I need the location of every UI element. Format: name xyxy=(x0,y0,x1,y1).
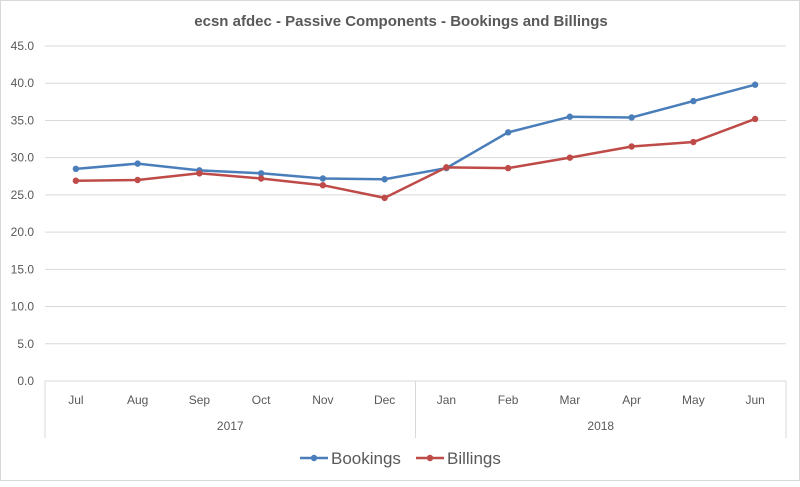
x-tick-label: Jul xyxy=(68,393,83,407)
y-tick-label: 35.0 xyxy=(11,113,35,127)
x-tick-label: Nov xyxy=(312,393,333,407)
series-line-bookings xyxy=(75,83,756,181)
data-point-billings xyxy=(134,176,141,184)
x-tick-label: Jun xyxy=(745,393,764,407)
data-point-billings xyxy=(751,115,759,123)
legend-label-bookings: Bookings xyxy=(331,449,401,468)
x-tick-label: Aug xyxy=(127,393,148,407)
data-point-bookings xyxy=(72,165,80,173)
x-tick-label: Jan xyxy=(437,393,456,407)
x-tick-label: Feb xyxy=(498,393,519,407)
series-line-billings xyxy=(75,117,756,200)
data-point-billings xyxy=(690,138,697,146)
data-point-bookings xyxy=(504,129,512,136)
data-point-bookings xyxy=(319,175,327,182)
x-tick-label: Mar xyxy=(560,393,581,407)
data-point-billings xyxy=(443,164,450,171)
legend-marker-billings xyxy=(426,454,434,462)
data-point-billings xyxy=(72,177,80,184)
data-point-billings xyxy=(381,194,388,202)
data-point-billings xyxy=(319,182,327,189)
data-point-bookings xyxy=(690,97,697,105)
data-point-bookings xyxy=(381,176,388,183)
year-group-label: 2017 xyxy=(217,419,244,433)
year-group-label: 2018 xyxy=(587,419,614,433)
data-point-billings xyxy=(196,170,203,177)
x-tick-label: Sep xyxy=(189,393,211,407)
legend-label-billings: Billings xyxy=(447,449,501,468)
legend-marker-bookings xyxy=(310,454,318,462)
x-tick-label: Oct xyxy=(252,393,271,407)
y-tick-label: 45.0 xyxy=(11,39,35,53)
data-point-bookings xyxy=(566,113,574,120)
y-tick-label: 10.0 xyxy=(11,300,35,314)
data-point-billings xyxy=(257,175,265,182)
data-point-bookings xyxy=(257,170,265,177)
y-tick-label: 15.0 xyxy=(11,262,35,276)
data-point-bookings xyxy=(628,114,635,121)
y-tick-label: 20.0 xyxy=(11,225,35,239)
y-tick-label: 25.0 xyxy=(11,188,35,202)
y-tick-label: 5.0 xyxy=(17,337,34,351)
data-point-billings xyxy=(628,143,635,150)
x-tick-label: May xyxy=(682,393,705,407)
data-point-billings xyxy=(566,154,574,161)
y-tick-label: 0.0 xyxy=(17,374,34,388)
y-tick-label: 40.0 xyxy=(11,76,35,90)
data-point-bookings xyxy=(751,81,759,88)
chart-title: ecsn afdec - Passive Components - Bookin… xyxy=(194,13,607,30)
data-point-bookings xyxy=(134,160,141,167)
x-tick-label: Apr xyxy=(622,393,641,407)
y-tick-label: 30.0 xyxy=(11,151,35,165)
x-tick-label: Dec xyxy=(374,393,395,407)
data-point-billings xyxy=(504,164,512,172)
